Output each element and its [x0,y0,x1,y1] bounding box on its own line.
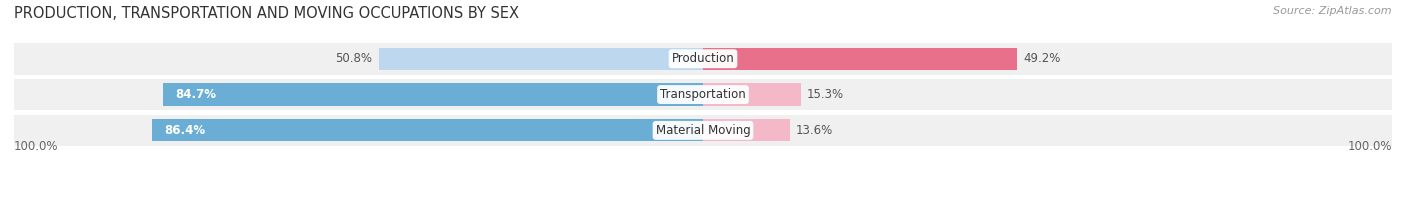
Bar [14,43,1392,74]
Text: Material Moving: Material Moving [655,124,751,137]
Text: PRODUCTION, TRANSPORTATION AND MOVING OCCUPATIONS BY SEX: PRODUCTION, TRANSPORTATION AND MOVING OC… [14,6,519,21]
Text: Source: ZipAtlas.com: Source: ZipAtlas.com [1274,6,1392,16]
Text: 13.6%: 13.6% [796,124,834,137]
Text: 84.7%: 84.7% [176,88,217,101]
Bar [380,48,703,70]
Bar [152,119,703,141]
Bar [14,79,1392,110]
Text: 86.4%: 86.4% [165,124,205,137]
Text: Production: Production [672,52,734,65]
Bar [163,84,703,106]
Bar [14,115,1392,146]
Text: 15.3%: 15.3% [807,88,844,101]
Bar [703,48,1017,70]
Text: 49.2%: 49.2% [1024,52,1060,65]
Text: 100.0%: 100.0% [1347,140,1392,153]
Text: Transportation: Transportation [661,88,745,101]
Text: 100.0%: 100.0% [14,140,59,153]
Text: 50.8%: 50.8% [336,52,373,65]
Bar [703,84,800,106]
Bar [703,119,790,141]
